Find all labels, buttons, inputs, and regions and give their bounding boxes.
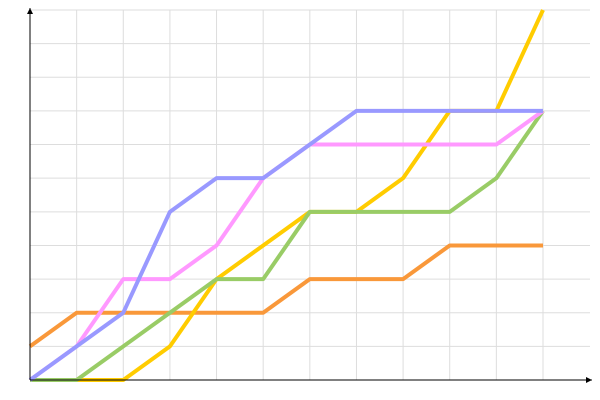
series-line bbox=[30, 109, 545, 382]
series-line bbox=[28, 243, 543, 348]
series-line bbox=[28, 108, 543, 382]
